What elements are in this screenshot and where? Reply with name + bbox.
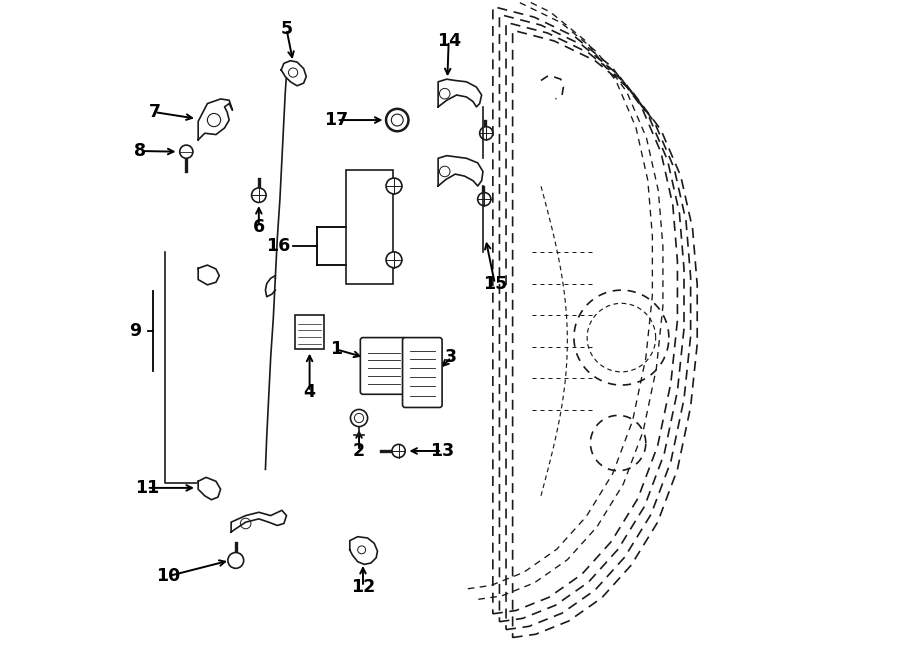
Circle shape [350,410,367,426]
Text: 14: 14 [436,32,461,50]
FancyBboxPatch shape [402,338,442,408]
FancyBboxPatch shape [360,338,407,395]
Circle shape [386,252,402,267]
Text: 9: 9 [129,322,141,340]
Text: 13: 13 [430,442,454,460]
Circle shape [252,188,266,203]
Text: 10: 10 [156,567,180,585]
Polygon shape [198,99,232,140]
Polygon shape [198,477,220,500]
Text: 3: 3 [446,348,457,366]
Circle shape [480,126,493,140]
Text: 7: 7 [148,103,161,121]
Circle shape [386,178,402,194]
Polygon shape [438,79,482,107]
Text: 6: 6 [253,218,265,236]
Text: 4: 4 [303,383,316,401]
Text: 15: 15 [482,275,507,293]
Text: 1: 1 [330,340,343,358]
Text: 8: 8 [134,142,146,160]
Circle shape [228,553,244,568]
Bar [346,170,393,283]
Polygon shape [350,537,377,565]
Text: 12: 12 [351,578,375,596]
Bar [295,315,324,350]
Polygon shape [198,265,220,285]
Text: 17: 17 [325,111,348,129]
Text: 16: 16 [266,237,291,255]
Text: 2: 2 [353,442,365,460]
Text: 5: 5 [281,20,292,38]
Polygon shape [438,156,483,186]
Circle shape [478,193,491,206]
Polygon shape [281,61,306,86]
Text: 11: 11 [135,479,159,497]
Circle shape [392,444,405,457]
Polygon shape [231,510,286,532]
Circle shape [180,145,193,158]
